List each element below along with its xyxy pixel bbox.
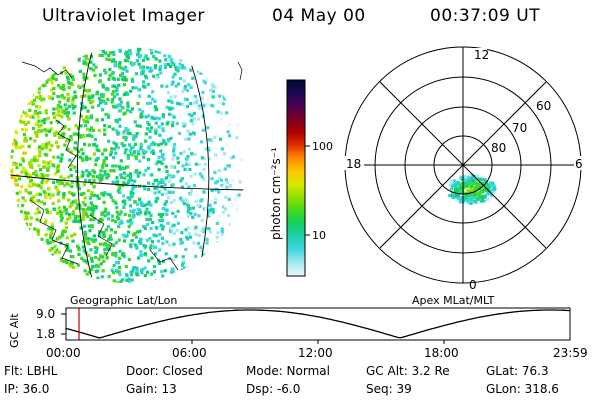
lat-label-70: 70 (512, 121, 527, 135)
header-date: 04 May 00 (272, 6, 366, 26)
info-gain: Gain: 13 (126, 382, 177, 396)
info-glat: GLat: 76.3 (486, 364, 549, 378)
info-dsp: Dsp: -6.0 (246, 382, 301, 396)
colorbar-bar (286, 79, 306, 277)
altitude-xtick-0600: 06:00 (172, 346, 207, 360)
geo-coastlines (21, 61, 243, 271)
polar-map-caption: Apex MLat/MLT (412, 294, 495, 307)
altitude-xtick-1800: 18:00 (424, 346, 459, 360)
mlt-label-12: 12 (474, 48, 489, 62)
altitude-plot-frame (65, 307, 571, 341)
lat-label-60: 60 (536, 99, 551, 113)
colorbar-label: photon cm⁻²s⁻¹ (269, 147, 283, 240)
polar-plot: 12 18 6 0 60 70 80 (344, 46, 586, 292)
info-filter: Flt: LBHL (4, 364, 58, 378)
info-gc-alt: GC Alt: 3.2 Re (366, 364, 450, 378)
info-seq: Seq: 39 (366, 382, 412, 396)
altitude-xtick-1200: 12:00 (298, 346, 333, 360)
altitude-curve (65, 309, 571, 339)
altitude-ytick-low: 1.8 (36, 327, 56, 341)
altitude-ylabel: GC Alt (8, 313, 21, 348)
colorbar-tick-10: 10 (312, 229, 326, 242)
lat-label-80: 80 (491, 141, 506, 155)
info-door: Door: Closed (126, 364, 203, 378)
colorbar-tick-100: 100 (312, 140, 333, 153)
mlt-label-0: 0 (469, 278, 477, 292)
colorbar: 100 10 photon cm⁻²s⁻¹ (269, 79, 333, 277)
mlt-label-6: 6 (575, 157, 583, 171)
altitude-xtick-0000: 00:00 (46, 346, 81, 360)
geo-grid (10, 47, 246, 283)
info-glon: GLon: 318.6 (486, 382, 559, 396)
info-mode: Mode: Normal (246, 364, 330, 378)
altitude-plot (61, 307, 571, 344)
altitude-xtick-2359: 23:59 (553, 346, 588, 360)
altitude-ytick-high: 9.0 (36, 307, 56, 321)
geo-image (10, 47, 246, 283)
info-ip: IP: 36.0 (4, 382, 50, 396)
app-title: Ultraviolet Imager (42, 6, 205, 26)
header-time: 00:37:09 UT (430, 6, 541, 26)
mlt-label-18: 18 (346, 157, 361, 171)
geo-map-caption: Geographic Lat/Lon (70, 294, 178, 307)
